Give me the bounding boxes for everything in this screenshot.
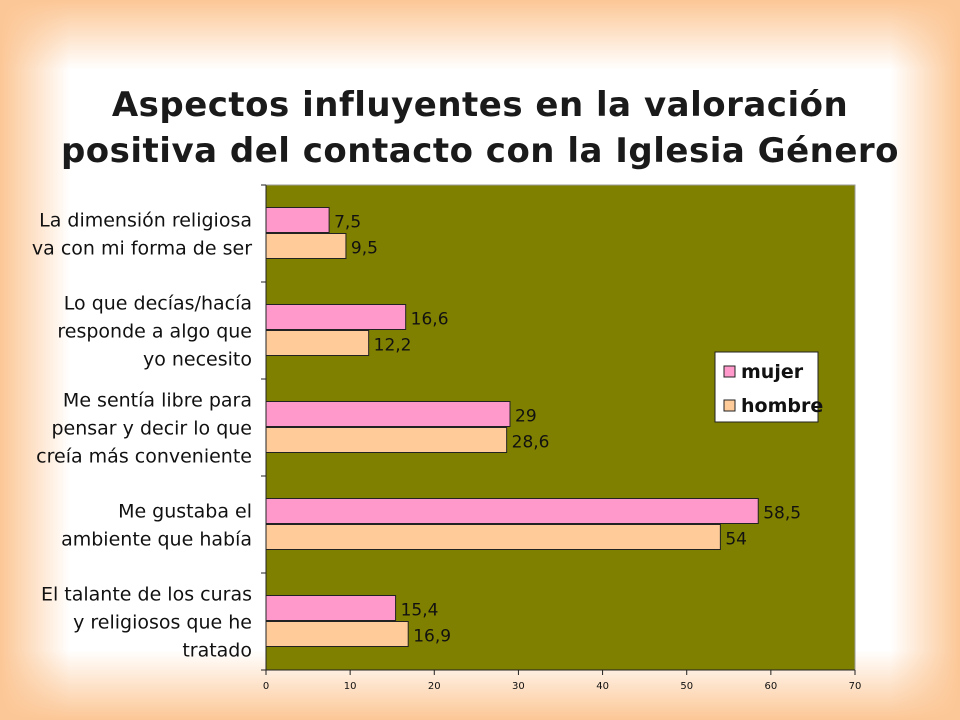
category-label: y religiosos que he [73,612,252,634]
x-tick-label: 50 [680,681,693,692]
data-label-hombre: 12,2 [374,336,412,356]
chart-title: Aspectos influyentes en la valoración po… [40,82,920,174]
category-label: La dimensión religiosa [39,210,252,232]
category-label: Lo que decías/hacía [64,293,252,315]
category-label: pensar y decir lo que [51,418,252,440]
bar-mujer [265,401,511,427]
x-tick-label: 30 [512,681,525,692]
chart-title-line-1: Aspectos influyentes en la valoración [111,85,849,125]
data-label-mujer: 7,5 [334,213,361,233]
legend-label-mujer: mujer [741,361,804,383]
category-label: creía más conveniente [36,446,252,468]
legend-label-hombre: hombre [741,395,823,417]
bar-hombre [265,330,370,356]
category-label: El talante de los curas [41,584,252,606]
x-tick-label: 70 [849,681,862,692]
bar-hombre [265,427,508,453]
category-label: tratado [182,640,252,662]
bar-mujer [265,207,330,233]
category-label: Me sentía libre para [63,390,252,412]
category-label: ambiente que había [61,529,252,551]
data-label-hombre: 16,9 [413,627,451,647]
x-tick-label: 20 [428,681,441,692]
chart-title-line-2: positiva del contacto con la Iglesia Gén… [60,131,900,171]
category-label: yo necesito [143,349,252,371]
data-label-hombre: 54 [725,530,747,550]
x-tick-label: 0 [263,681,269,692]
bar-mujer [265,304,407,330]
bar-mujer [265,498,759,524]
x-tick-label: 40 [596,681,609,692]
bar-hombre [265,233,347,259]
x-tick-label: 10 [344,681,357,692]
legend-swatch-hombre [723,399,736,412]
data-label-mujer: 15,4 [401,601,439,621]
data-label-hombre: 9,5 [351,239,378,259]
bar-hombre [265,524,721,550]
data-label-hombre: 28,6 [512,433,550,453]
legend-swatch-mujer [723,365,736,378]
data-label-mujer: 16,6 [411,310,449,330]
category-label: Me gustaba el [118,501,252,523]
data-label-mujer: 58,5 [763,504,801,524]
category-label: va con mi forma de ser [32,238,252,260]
category-label: responde a algo que [57,321,252,343]
x-tick-label: 60 [764,681,777,692]
data-label-mujer: 29 [515,407,537,427]
bar-mujer [265,595,397,621]
bar-hombre [265,621,409,647]
